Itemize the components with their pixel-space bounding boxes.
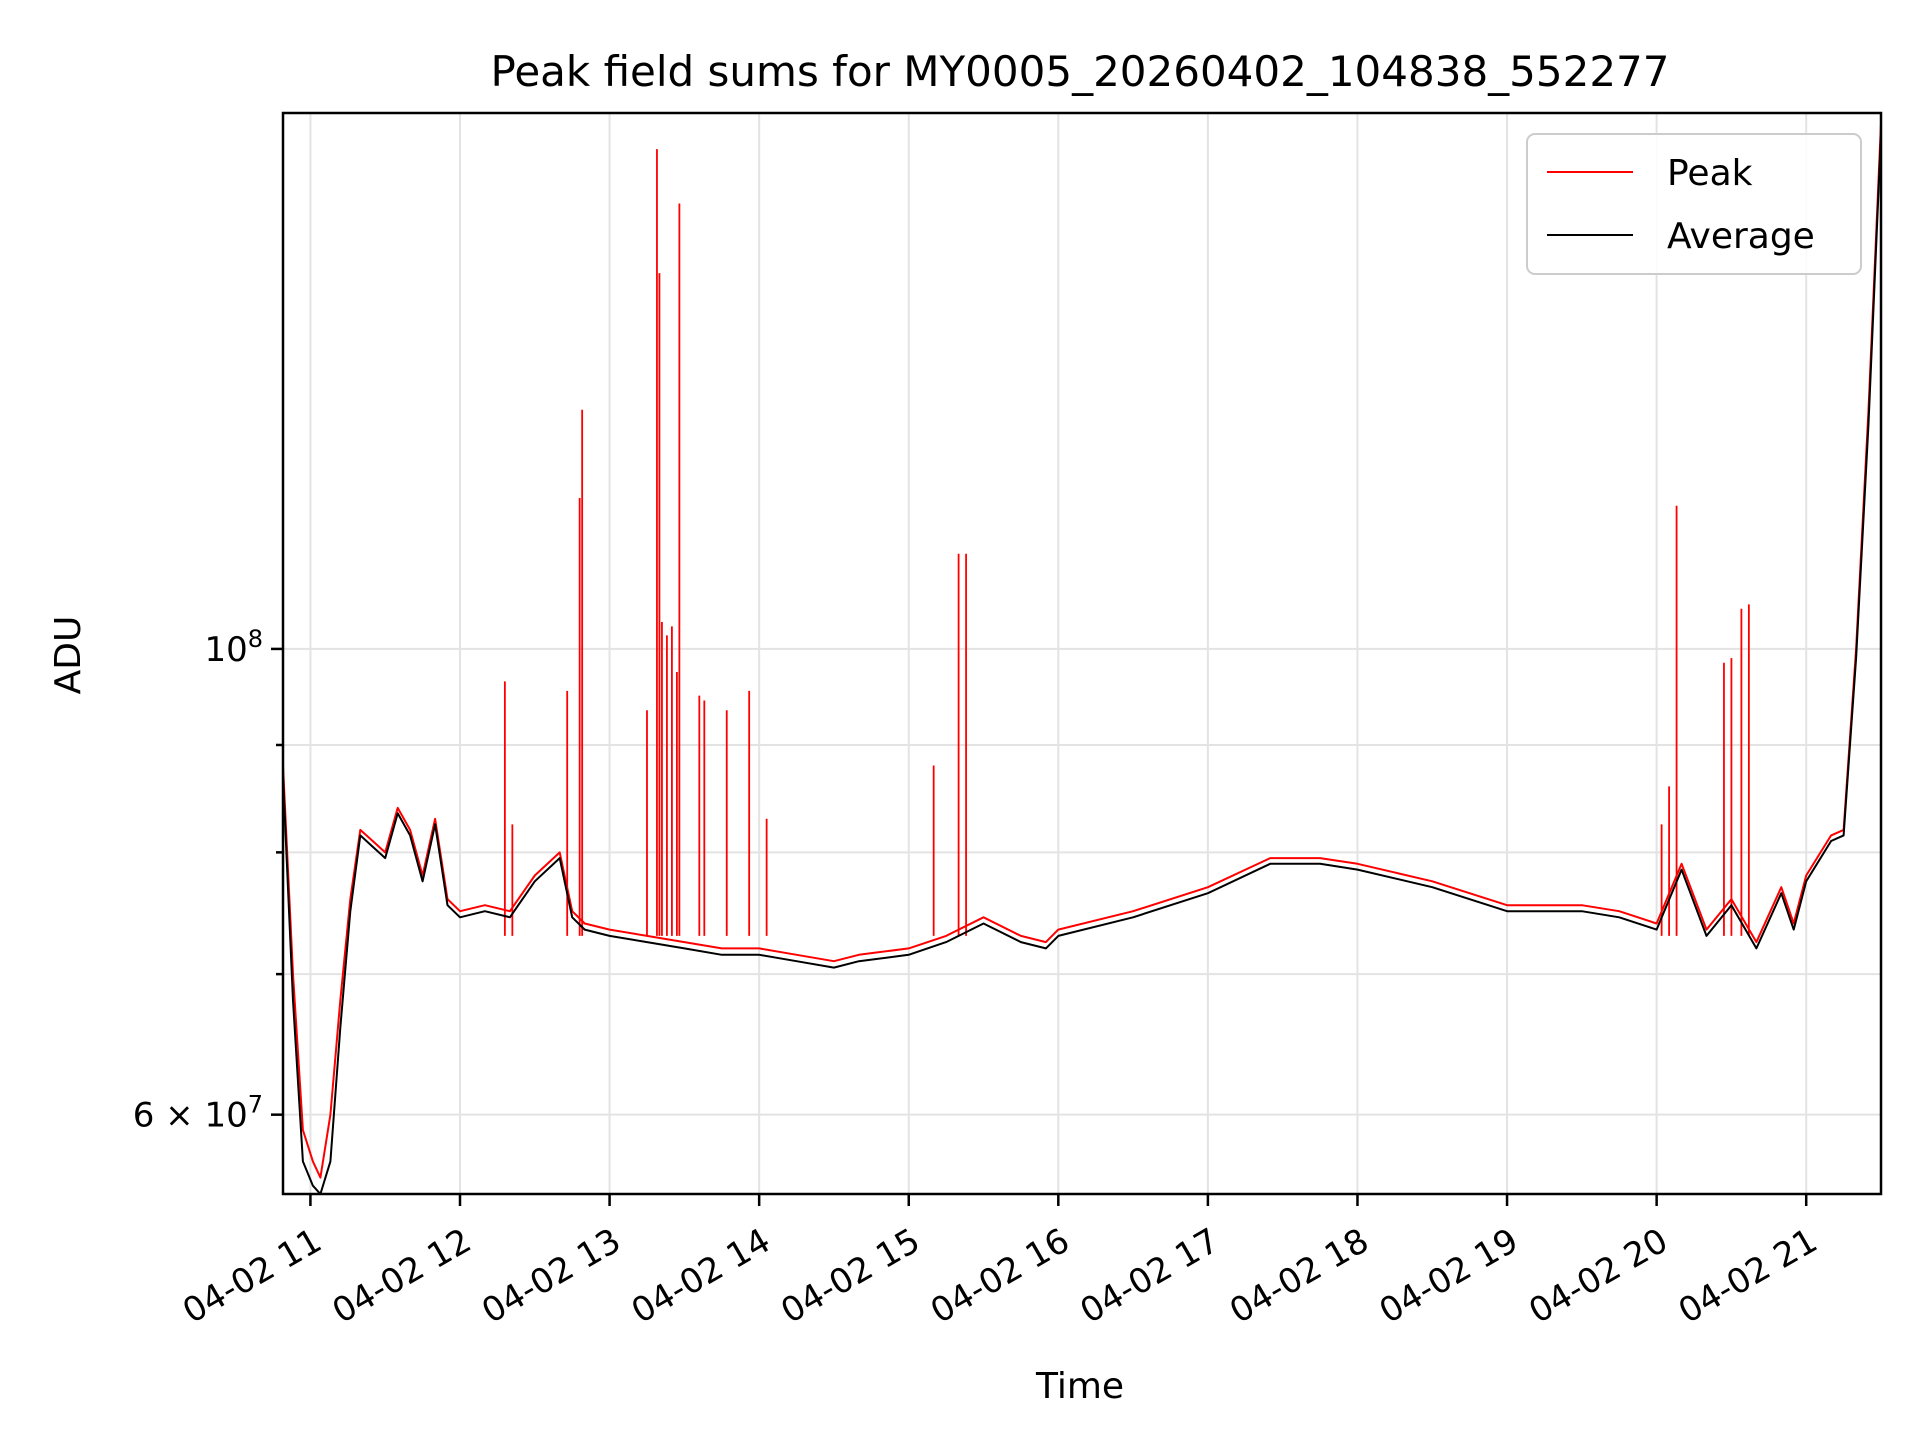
series-line-peak — [283, 123, 1881, 1179]
x-axis-label: Time — [1035, 1366, 1124, 1407]
legend-label-peak: Peak — [1667, 153, 1753, 194]
y-axis-label: ADU — [48, 616, 89, 695]
plot-frame — [281, 111, 1883, 1196]
y-axis-ticks: 6 × 107 108 — [133, 625, 283, 1136]
y-tick-label: 108 — [204, 625, 263, 670]
y-tick-label: 6 × 107 — [133, 1091, 263, 1136]
legend-box — [1526, 133, 1862, 275]
legend: Peak Average — [1526, 133, 1862, 275]
series-group — [283, 123, 1881, 1194]
series-line-average — [283, 133, 1881, 1194]
plot-lines — [283, 123, 1881, 1194]
chart-title: Peak field sums for MY0005_20260402_1048… — [490, 47, 1669, 96]
grid — [283, 113, 1881, 1194]
legend-label-average: Average — [1667, 216, 1815, 257]
